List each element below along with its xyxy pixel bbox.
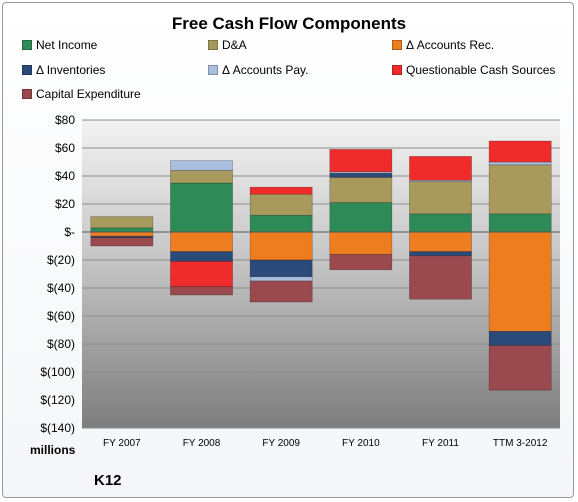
legend-swatch	[392, 40, 402, 50]
bar-segment-accounts-rec	[409, 231, 472, 252]
y-tick-label: $(120)	[40, 393, 75, 407]
bar-segment-net-income	[409, 213, 472, 233]
bar-segment-capital-expenditure	[409, 255, 472, 300]
x-tick-label: FY 2007	[103, 438, 141, 449]
legend-swatch	[208, 40, 218, 50]
brand-label: K12	[94, 472, 122, 489]
legend-label: D&A	[222, 38, 247, 52]
legend-swatch	[22, 40, 32, 50]
bar-segment-questionable-cash-sources	[170, 261, 233, 287]
bar-segment-capital-expenditure	[249, 280, 313, 303]
legend-item-net-income: Net Income	[22, 38, 97, 52]
y-axis-unit-label: millions	[30, 443, 76, 457]
y-tick-label: $20	[55, 197, 75, 211]
x-tick-label: FY 2011	[422, 438, 459, 449]
bar-segment-accounts-pay	[170, 160, 233, 171]
bar-segment-questionable-cash-sources	[329, 149, 393, 173]
legend-label: Net Income	[36, 38, 98, 52]
bar-segment-accounts-rec	[488, 231, 552, 332]
y-tick-label: $(40)	[47, 281, 75, 295]
bar-segment-inventories	[170, 251, 233, 262]
bar-segment-accounts-rec	[170, 231, 233, 252]
x-tick-label: FY 2010	[342, 438, 380, 449]
chart-title: Free Cash Flow Components	[171, 14, 407, 33]
bar-segment-net-income	[249, 214, 313, 233]
bar-segment-net-income	[329, 202, 393, 233]
bar-segment-d-a	[329, 177, 393, 203]
legend-label: Questionable Cash Sources	[406, 63, 556, 77]
plot-area	[82, 120, 560, 428]
legend-label: Δ Inventories	[36, 63, 106, 77]
bar-segment-inventories	[329, 172, 393, 178]
y-tick-label: $(140)	[40, 421, 75, 435]
y-tick-label: $(60)	[47, 309, 75, 323]
x-tick-label: TTM 3-2012	[493, 438, 548, 449]
bar-segment-accounts-pay	[329, 171, 393, 174]
bar-segment-questionable-cash-sources	[409, 156, 472, 181]
legend-item-inventories: Δ Inventories	[22, 63, 105, 77]
bar-segment-d-a	[170, 170, 233, 184]
bar-segment-inventories	[249, 259, 313, 278]
legend-label: Δ Accounts Rec.	[406, 38, 495, 52]
legend-label: Δ Accounts Pay.	[222, 63, 309, 77]
legend-item-accounts-rec: Δ Accounts Rec.	[392, 38, 494, 52]
bar-segment-net-income	[170, 182, 233, 233]
bar-segment-inventories	[409, 251, 472, 257]
bar-segment-inventories	[90, 235, 154, 238]
y-tick-label: $-	[64, 225, 75, 239]
bar-segment-d-a	[249, 193, 313, 216]
y-tick-label: $(100)	[40, 365, 75, 379]
bar-segment-accounts-rec	[329, 231, 393, 255]
bar-segment-accounts-rec	[249, 231, 313, 261]
y-tick-label: $(20)	[47, 253, 75, 267]
bar-segment-capital-expenditure	[90, 237, 154, 247]
legend-swatch	[392, 65, 402, 75]
bar-segment-accounts-pay	[488, 161, 552, 166]
bar-segment-capital-expenditure	[329, 254, 393, 271]
legend-label: Capital Expenditure	[36, 87, 141, 101]
bar-segment-inventories	[488, 331, 552, 346]
legend-item-capital-expenditure: Capital Expenditure	[22, 87, 141, 101]
bar-segment-d-a	[90, 216, 154, 229]
bar-segment-accounts-pay	[249, 276, 313, 282]
bar-segment-questionable-cash-sources	[488, 140, 552, 163]
y-tick-label: $(80)	[47, 337, 75, 351]
legend-item-questionable-cash-sources: Questionable Cash Sources	[392, 63, 555, 77]
legend-item-d-a: D&A	[208, 38, 247, 52]
y-tick-label: $80	[55, 113, 75, 127]
legend-swatch	[22, 65, 32, 75]
bar-segment-questionable-cash-sources	[249, 186, 313, 195]
legend-item-accounts-pay: Δ Accounts Pay.	[208, 63, 309, 77]
legend-swatch	[22, 89, 32, 99]
y-tick-label: $60	[55, 141, 75, 155]
bar-segment-accounts-rec	[90, 231, 154, 237]
bar-segment-d-a	[409, 181, 472, 215]
x-tick-label: FY 2009	[262, 438, 300, 449]
x-tick-label: FY 2008	[183, 438, 221, 449]
bar-segment-d-a	[488, 164, 552, 215]
bar-segment-net-income	[488, 213, 552, 233]
bar-segment-net-income	[90, 227, 154, 233]
bar-segment-capital-expenditure	[170, 286, 233, 296]
legend-swatch	[208, 65, 218, 75]
y-tick-label: $40	[55, 169, 75, 183]
bar-segment-capital-expenditure	[488, 345, 552, 391]
